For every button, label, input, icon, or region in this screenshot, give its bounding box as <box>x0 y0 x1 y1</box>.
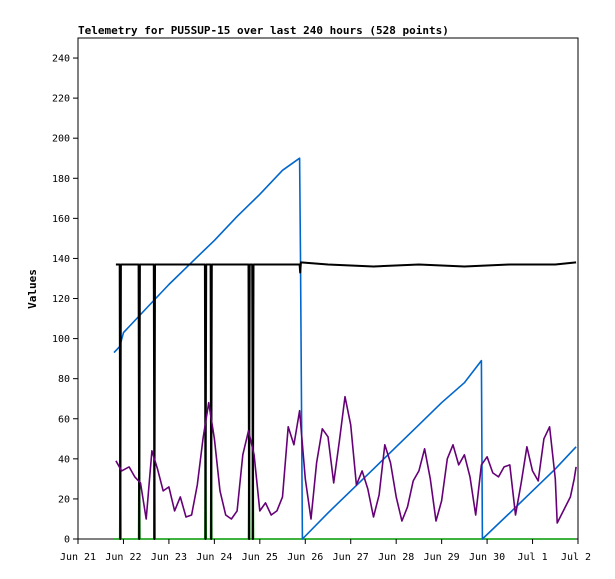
series-line-0 <box>113 157 577 540</box>
x-axis: Jun 21 Jun 22 Jun 23 Jun 24 Jun 25 Jun 26 Jun … <box>60 539 591 563</box>
y-tick-label: 240 <box>52 54 70 65</box>
y-tick-label: 120 <box>52 294 70 305</box>
x-tick-label: Jun 21 <box>60 552 96 563</box>
y-tick-label: 200 <box>52 134 70 145</box>
y-tick-label: 160 <box>52 214 70 225</box>
y-tick-label: 100 <box>52 334 70 345</box>
x-tick-label: Jun 27 <box>333 552 369 563</box>
y-tick-label: 80 <box>58 374 70 385</box>
plot-frame <box>77 37 579 540</box>
y-axis: 0 20 40 60 80 100 120 140 160 180 200 220 240 <box>52 54 78 546</box>
chart-title: Telemetry for PU5SUP-15 over last 240 ho… <box>78 24 449 37</box>
x-tick-label: Jun 24 <box>196 552 232 563</box>
x-tick-label: Jul 1 <box>517 552 547 563</box>
x-tick-label: Jun 30 <box>469 552 505 563</box>
series-layer <box>113 157 577 540</box>
y-tick-label: 40 <box>58 454 70 465</box>
series-line-1 <box>115 261 577 540</box>
y-tick-label: 140 <box>52 254 70 265</box>
y-tick-label: 220 <box>52 94 70 105</box>
x-tick-label: Jun 23 <box>151 552 187 563</box>
x-tick-label: Jun 25 <box>242 552 278 563</box>
x-tick-label: Jun 29 <box>424 552 460 563</box>
y-tick-label: 180 <box>52 174 70 185</box>
y-tick-label: 60 <box>58 414 70 425</box>
x-tick-label: Jun 28 <box>378 552 414 563</box>
series-line-2 <box>115 395 577 524</box>
y-tick-label: 0 <box>64 535 70 546</box>
x-tick-label: Jul 2 <box>561 552 591 563</box>
y-tick-label: 20 <box>58 494 70 505</box>
x-tick-label: Jun 26 <box>287 552 323 563</box>
y-axis-title: Values <box>26 269 39 309</box>
x-tick-label: Jun 22 <box>105 552 141 563</box>
